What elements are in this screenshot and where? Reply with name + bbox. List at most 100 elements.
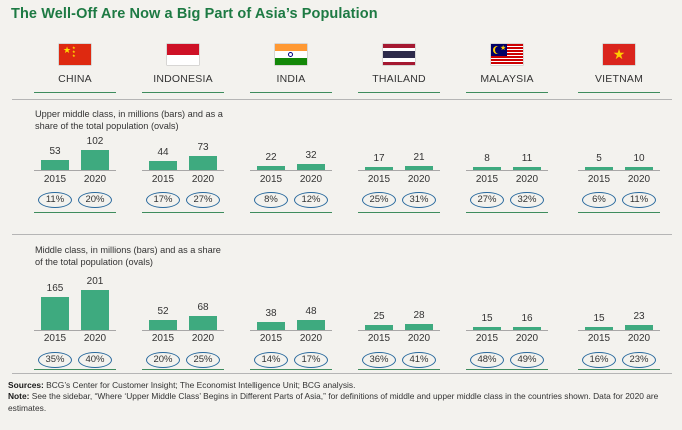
year-label: 2015	[259, 333, 283, 344]
year-label: 2020	[83, 333, 107, 344]
bar-vietnam-2015	[585, 327, 613, 330]
baseline	[358, 170, 440, 171]
section-divider	[12, 99, 672, 100]
upper-middle-class-label: Upper middle class, in millions (bars) a…	[35, 109, 223, 131]
share-oval: 25%	[362, 192, 396, 208]
baseline	[142, 330, 224, 331]
bar-value-label: 102	[86, 136, 104, 147]
bar-malaysia-2020	[513, 167, 541, 170]
country-underline	[466, 92, 548, 93]
year-label: 2020	[299, 333, 323, 344]
share-oval: 25%	[186, 352, 220, 368]
bar-malaysia-2020	[513, 326, 541, 330]
sources-text: BCG’s Center for Customer Insight; The E…	[43, 380, 356, 390]
note-line: Note: See the sidebar, “Where ‘Upper Mid…	[8, 391, 668, 414]
bar-value-label: 15	[593, 313, 605, 324]
bar-value-label: 48	[305, 306, 317, 318]
share-oval: 27%	[186, 192, 220, 208]
share-oval: 48%	[470, 352, 504, 368]
baseline	[34, 170, 116, 171]
share-oval: 14%	[254, 352, 288, 368]
bar-value-label: 17	[373, 152, 385, 164]
baseline	[466, 170, 548, 171]
year-label: 2020	[299, 174, 323, 185]
group-underline	[250, 212, 332, 213]
bar-value-label: 5	[596, 153, 602, 164]
year-label: 2015	[475, 333, 499, 344]
bar-india-2020	[297, 320, 325, 330]
country-name: MALAYSIA	[480, 73, 534, 85]
bar-indonesia-2020	[189, 155, 217, 170]
country-underline	[578, 92, 660, 93]
bar-india-2015	[257, 322, 285, 330]
malaysia-flag-icon: ★	[491, 44, 523, 65]
bar-vietnam-2020	[625, 167, 653, 170]
bar-china-2015	[41, 159, 69, 170]
group-underline	[466, 369, 548, 370]
year-label: 2020	[515, 333, 539, 344]
bar-value-label: 16	[521, 312, 533, 324]
bar-value-label: 52	[157, 305, 169, 317]
country-india: INDIA	[236, 44, 346, 85]
year-label: 2020	[627, 333, 651, 344]
share-oval: 49%	[510, 352, 544, 368]
year-label: 2015	[151, 174, 175, 185]
share-oval: 8%	[254, 192, 288, 208]
bar-value-label: 32	[305, 149, 317, 161]
bar-indonesia-2020	[189, 316, 217, 330]
footnotes: Sources: BCG’s Center for Customer Insig…	[8, 380, 668, 414]
country-underline	[250, 92, 332, 93]
thailand-flag-icon	[383, 44, 415, 65]
country-indonesia: INDONESIA	[128, 44, 238, 85]
year-label: 2015	[367, 174, 391, 185]
bar-value-label: 15	[481, 313, 493, 324]
bar-value-label: 22	[265, 151, 277, 163]
group-underline	[358, 212, 440, 213]
bar-malaysia-2015	[473, 327, 501, 330]
year-label: 2015	[475, 174, 499, 185]
country-name: THAILAND	[372, 73, 426, 85]
indonesia-flag-icon	[167, 44, 199, 65]
baseline	[250, 330, 332, 331]
share-oval: 31%	[402, 192, 436, 208]
year-label: 2020	[407, 333, 431, 344]
year-label: 2020	[515, 174, 539, 185]
country-name: INDIA	[276, 73, 306, 85]
year-label: 2015	[587, 333, 611, 344]
bar-india-2020	[297, 163, 325, 170]
bar-thailand-2015	[365, 166, 393, 170]
year-label: 2020	[191, 333, 215, 344]
share-oval: 36%	[362, 352, 396, 368]
year-label: 2015	[587, 174, 611, 185]
share-oval: 12%	[294, 192, 328, 208]
share-oval: 16%	[582, 352, 616, 368]
bar-value-label: 23	[633, 311, 645, 323]
bar-value-label: 25	[373, 311, 385, 323]
share-oval: 17%	[146, 192, 180, 208]
country-underline	[34, 92, 116, 93]
group-underline	[578, 369, 660, 370]
country-name: INDONESIA	[153, 73, 213, 85]
share-oval: 11%	[38, 192, 72, 208]
baseline	[250, 170, 332, 171]
bar-china-2020	[81, 290, 109, 330]
bar-value-label: 73	[197, 141, 209, 153]
group-underline	[142, 212, 224, 213]
bar-vietnam-2015	[585, 167, 613, 170]
bar-china-2020	[81, 150, 109, 170]
year-label: 2015	[259, 174, 283, 185]
group-underline	[34, 369, 116, 370]
year-label: 2015	[151, 333, 175, 344]
share-oval: 23%	[622, 352, 656, 368]
bar-value-label: 68	[197, 302, 209, 314]
baseline	[578, 170, 660, 171]
bar-value-label: 8	[484, 153, 490, 164]
share-oval: 6%	[582, 192, 616, 208]
bar-value-label: 38	[265, 308, 277, 320]
baseline	[578, 330, 660, 331]
year-label: 2015	[43, 333, 67, 344]
sources-line: Sources: BCG’s Center for Customer Insig…	[8, 380, 668, 391]
note-label: Note:	[8, 391, 30, 402]
country-china: ★ ★ ★ ★ CHINA	[20, 44, 130, 85]
section-divider	[12, 234, 672, 235]
